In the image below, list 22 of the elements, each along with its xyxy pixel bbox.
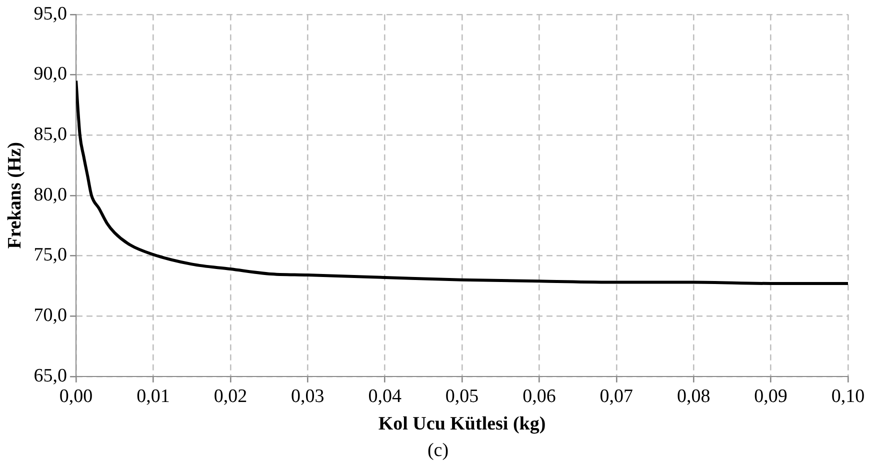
x-tick-label: 0,08 xyxy=(676,386,710,407)
y-tick-label: 65,0 xyxy=(34,365,68,386)
x-tick-label: 0,10 xyxy=(831,386,865,407)
x-tick-label: 0,00 xyxy=(59,386,93,407)
x-tick-label: 0,04 xyxy=(368,386,402,407)
y-tick-label: 80,0 xyxy=(34,184,68,206)
x-tick-label: 0,02 xyxy=(214,386,248,407)
y-tick-label: 70,0 xyxy=(34,305,68,326)
x-tick-label: 0,06 xyxy=(522,386,556,407)
x-axis-title: Kol Ucu Kütlesi (kg) xyxy=(378,414,546,435)
y-tick-label: 90,0 xyxy=(34,64,68,85)
x-tick-label: 0,01 xyxy=(136,386,170,407)
y-axis-title: Frekans (Hz) xyxy=(4,142,26,249)
x-tick-label: 0,05 xyxy=(445,386,479,407)
line-series xyxy=(76,79,848,285)
text: (c) xyxy=(426,440,450,462)
y-tick-label: 85,0 xyxy=(34,124,68,146)
y-tick-label: 75,0 xyxy=(34,244,68,266)
x-tick-label: 0,09 xyxy=(754,386,788,407)
x-tick-label: 0,07 xyxy=(600,386,634,407)
y-tick-label: 95,0 xyxy=(34,3,68,24)
x-tick-label: 0,03 xyxy=(291,386,324,407)
